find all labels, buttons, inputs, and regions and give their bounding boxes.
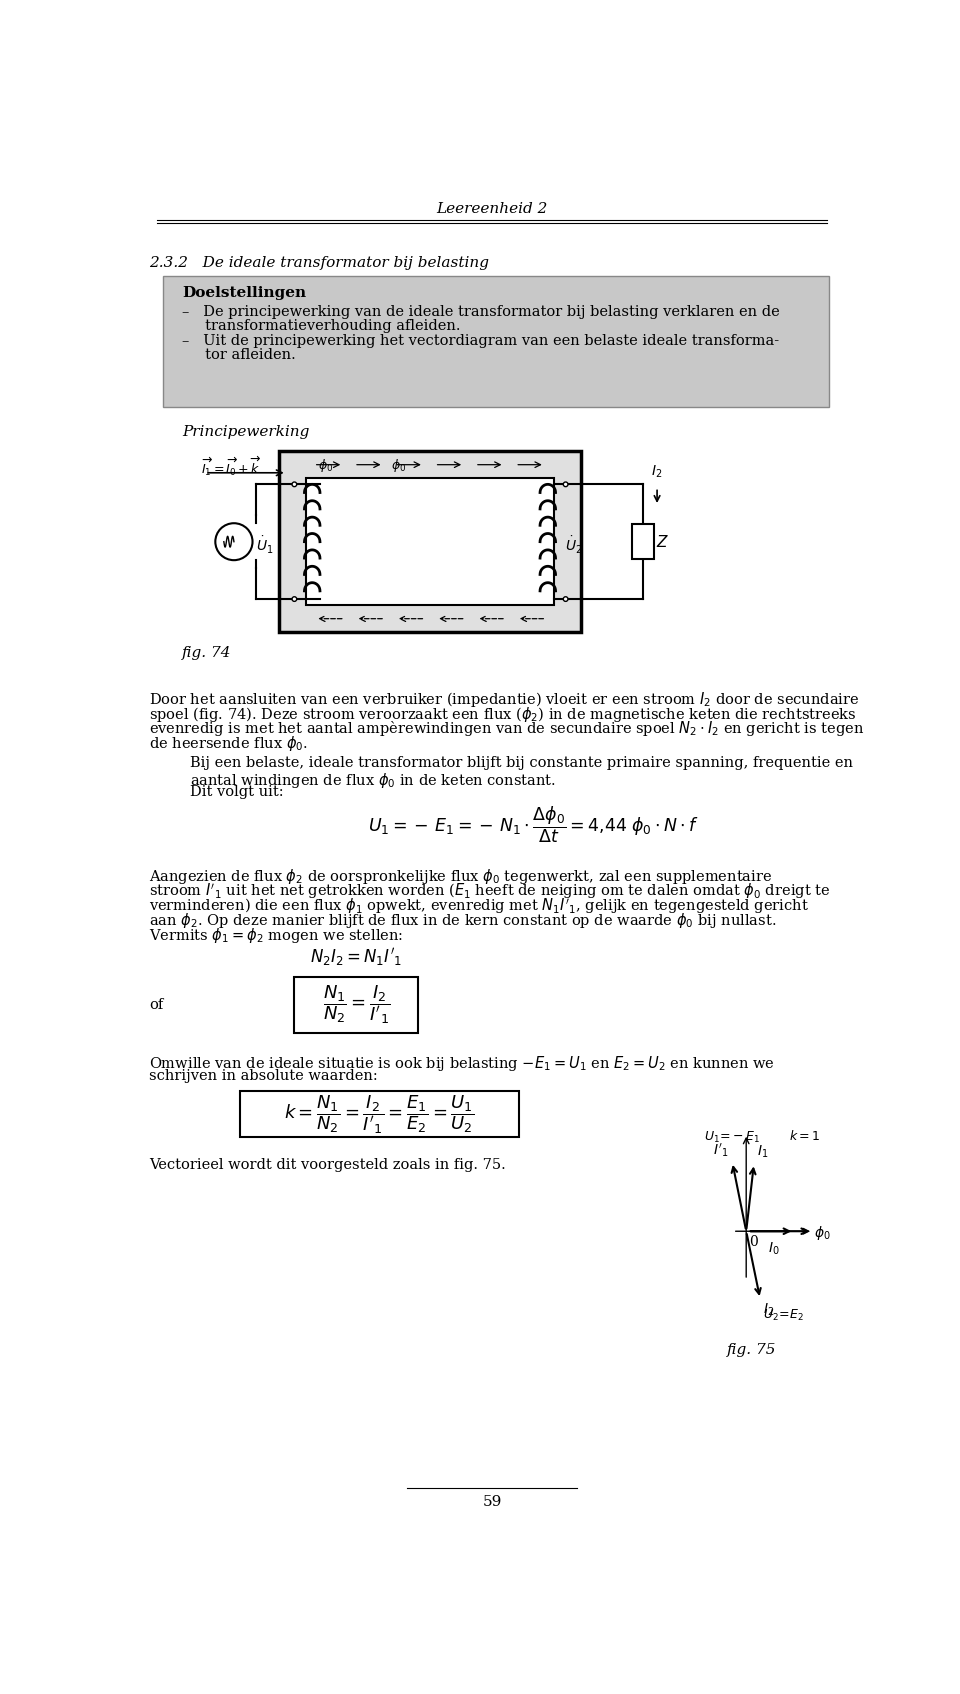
Text: $U_1 = -\,E_1 = -\,N_1 \cdot \dfrac{\Delta\phi_0}{\Delta t} = 4{,}44\;\phi_0 \cd: $U_1 = -\,E_1 = -\,N_1 \cdot \dfrac{\Del… [368,805,699,845]
FancyBboxPatch shape [240,1091,519,1137]
Circle shape [292,596,297,601]
Text: 59: 59 [482,1496,502,1509]
Text: $I'_1$: $I'_1$ [713,1142,729,1159]
Text: $\phi_0$: $\phi_0$ [814,1223,831,1242]
Text: $\phi_0$: $\phi_0$ [392,457,406,474]
Text: Door het aansluiten van een verbruiker (impedantie) vloeit er een stroom $I_2$ d: Door het aansluiten van een verbruiker (… [150,689,860,708]
Text: –   De principewerking van de ideale transformator bij belasting verklaren en de: – De principewerking van de ideale trans… [182,305,780,318]
Text: stroom $I'_1$ uit het net getrokken worden ($E_1$ heeft de neiging om te dalen o: stroom $I'_1$ uit het net getrokken word… [150,881,830,901]
FancyBboxPatch shape [162,276,829,407]
Text: $I_0$: $I_0$ [768,1240,780,1257]
Text: $I_1$: $I_1$ [757,1143,768,1160]
Text: schrijven in absolute waarden:: schrijven in absolute waarden: [150,1069,378,1082]
Text: $\phi_0$: $\phi_0$ [318,457,333,474]
Text: spoel (fig. 74). Deze stroom veroorzaakt een flux ($\phi_2$) in de magnetische k: spoel (fig. 74). Deze stroom veroorzaakt… [150,705,857,723]
Text: evenredig is met het aantal ampèrewindingen van de secundaire spoel $N_2 \cdot I: evenredig is met het aantal ampèrewindin… [150,720,865,739]
Text: de heersende flux $\phi_0$.: de heersende flux $\phi_0$. [150,734,308,752]
Text: Omwille van de ideale situatie is ook bij belasting $- E_1 = U_1$ en $E_2 = U_2$: Omwille van de ideale situatie is ook bi… [150,1054,776,1072]
Text: $U_2\!=\!E_2$: $U_2\!=\!E_2$ [763,1308,804,1323]
Text: fig. 75: fig. 75 [727,1343,777,1357]
Text: Leereenheid 2: Leereenheid 2 [436,202,548,215]
Text: Bij een belaste, ideale transformator blijft bij constante primaire spanning, fr: Bij een belaste, ideale transformator bl… [190,756,852,771]
Text: $\overrightarrow{I_1} = \overrightarrow{I_0} + \overrightarrow{k}$: $\overrightarrow{I_1} = \overrightarrow{… [202,456,262,478]
Text: aantal windingen de flux $\phi_0$ in de keten constant.: aantal windingen de flux $\phi_0$ in de … [190,771,556,789]
Text: transformatieverhouding afleiden.: transformatieverhouding afleiden. [182,318,461,332]
Text: tor afleiden.: tor afleiden. [182,347,296,363]
Circle shape [564,596,568,601]
Text: aan $\phi_2$. Op deze manier blijft de flux in de kern constant op de waarde $\p: aan $\phi_2$. Op deze manier blijft de f… [150,911,777,930]
Text: Dit volgt uit:: Dit volgt uit: [190,786,283,800]
Text: $k = \dfrac{N_1}{N_2} = \dfrac{I_2}{I'_1} = \dfrac{E_1}{E_2} = \dfrac{U_1}{U_2}$: $k = \dfrac{N_1}{N_2} = \dfrac{I_2}{I'_1… [284,1093,475,1135]
Text: $\dfrac{N_1}{N_2} = \dfrac{I_2}{I'_1}$: $\dfrac{N_1}{N_2} = \dfrac{I_2}{I'_1}$ [323,984,390,1027]
Text: verminderen) die een flux $\phi_1$ opwekt, evenredig met $N_1 I'_1$, gelijk en t: verminderen) die een flux $\phi_1$ opwek… [150,896,809,916]
Text: Principewerking: Principewerking [182,425,309,439]
Text: $\dot{U}_1$: $\dot{U}_1$ [255,535,274,556]
Text: $\dot{U}_2$: $\dot{U}_2$ [564,535,583,556]
Bar [278,451,581,632]
Text: $U_1\!=\!-E_1$: $U_1\!=\!-E_1$ [704,1130,760,1145]
Bar [633,525,654,559]
Text: Vectorieel wordt dit voorgesteld zoals in fig. 75.: Vectorieel wordt dit voorgesteld zoals i… [150,1159,506,1172]
Text: –   Uit de principewerking het vectordiagram van een belaste ideale transforma-: – Uit de principewerking het vectordiagr… [182,334,780,349]
Text: Vermits $\phi_1 = \phi_2$ mogen we stellen:: Vermits $\phi_1 = \phi_2$ mogen we stell… [150,925,403,945]
Text: of: of [150,998,164,1011]
FancyBboxPatch shape [295,977,419,1033]
Text: 2.3.2   De ideale transformator bij belasting: 2.3.2 De ideale transformator bij belast… [150,256,490,269]
Circle shape [564,483,568,486]
Text: $N_2 I_2 = N_1 I'_1$: $N_2 I_2 = N_1 I'_1$ [310,947,402,969]
Text: 0: 0 [750,1235,758,1248]
Circle shape [215,523,252,561]
Text: Aangezien de flux $\phi_2$ de oorspronkelijke flux $\phi_0$ tegenwerkt, zal een : Aangezien de flux $\phi_2$ de oorspronke… [150,867,773,886]
Text: $I_2$: $I_2$ [763,1301,775,1318]
Circle shape [292,483,297,486]
Text: $k=1$: $k=1$ [789,1128,820,1143]
Text: Doelstellingen: Doelstellingen [182,286,306,300]
Text: fig. 74: fig. 74 [182,645,231,661]
Text: $I_2$: $I_2$ [651,464,662,481]
Bar [306,478,554,605]
Text: $Z$: $Z$ [656,534,668,549]
